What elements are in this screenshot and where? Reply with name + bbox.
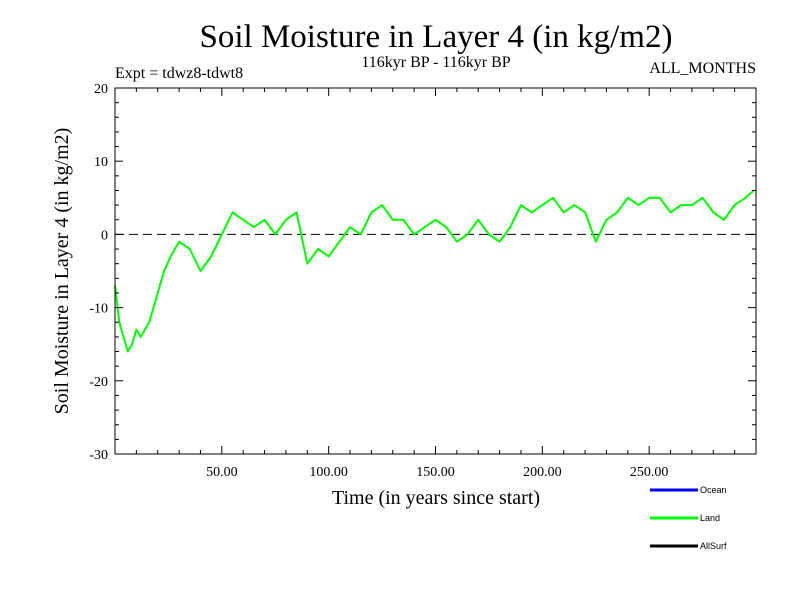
x-tick-label: 150.00 <box>416 465 455 480</box>
y-tick-label: 10 <box>94 155 108 170</box>
x-tick-label: 250.00 <box>630 465 669 480</box>
y-axis-label: Soil Moisture in Layer 4 (in kg/m2) <box>51 128 73 415</box>
y-tick-label: 20 <box>94 82 108 97</box>
x-tick-label: 100.00 <box>309 465 348 480</box>
plot-frame <box>114 87 757 455</box>
y-tick-label: -10 <box>89 302 108 317</box>
months-label: ALL_MONTHS <box>649 60 756 77</box>
experiment-label: Expt = tdwz8-tdwt8 <box>115 65 243 82</box>
legend: Ocean Land AllSurf <box>650 485 727 551</box>
y-tick-label: 0 <box>101 228 108 243</box>
x-axis: 50.00 100.00 150.00 200.00 250.00 <box>135 88 736 480</box>
chart-subtitle: 116kyr BP - 116kyr BP <box>361 54 510 71</box>
legend-label-allsurf: AllSurf <box>700 541 727 551</box>
x-tick-label: 200.00 <box>523 465 562 480</box>
plot-area <box>114 189 756 353</box>
y-tick-label: -20 <box>89 375 108 390</box>
legend-label-land: Land <box>700 513 720 523</box>
y-tick-label: -30 <box>89 448 108 463</box>
chart-title: Soil Moisture in Layer 4 (in kg/m2) <box>200 19 673 55</box>
y-axis: -30 -20 -10 0 10 20 <box>89 82 756 463</box>
legend-label-ocean: Ocean <box>700 485 727 495</box>
x-tick-label: 50.00 <box>206 465 238 480</box>
series-line-land <box>114 189 755 353</box>
x-axis-label: Time (in years since start) <box>332 487 540 509</box>
